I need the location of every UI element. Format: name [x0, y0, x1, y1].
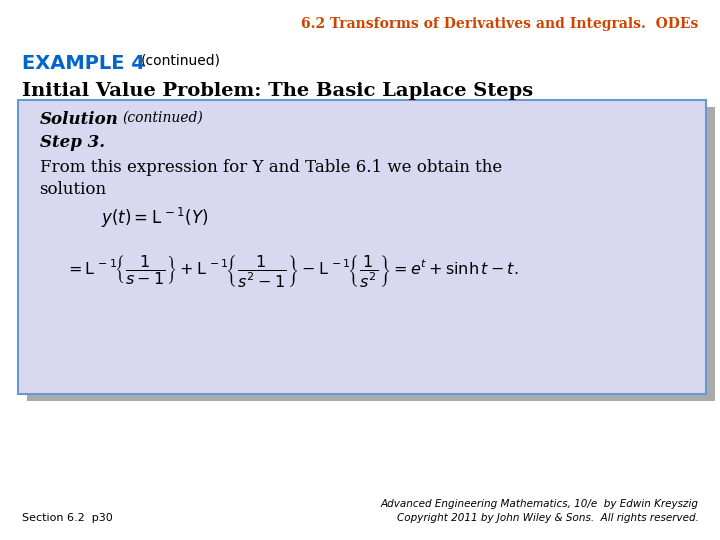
Text: (continued): (continued): [122, 111, 203, 125]
Text: $y(t) = \mathrm{L}^{\,-1}(Y)$: $y(t) = \mathrm{L}^{\,-1}(Y)$: [101, 206, 208, 231]
FancyBboxPatch shape: [18, 100, 706, 394]
Text: Section 6.2  p30: Section 6.2 p30: [22, 512, 112, 523]
Text: Advanced Engineering Mathematics, 10/e  by Edwin Kreyszig
Copyright 2011 by John: Advanced Engineering Mathematics, 10/e b…: [380, 499, 698, 523]
FancyBboxPatch shape: [27, 107, 715, 401]
Text: From this expression for Y and Table 6.1 we obtain the: From this expression for Y and Table 6.1…: [40, 159, 502, 176]
Text: EXAMPLE 4: EXAMPLE 4: [22, 54, 145, 73]
Text: 6.2 Transforms of Derivatives and Integrals.  ODEs: 6.2 Transforms of Derivatives and Integr…: [301, 17, 698, 31]
Text: Step 3.: Step 3.: [40, 134, 104, 151]
Text: solution: solution: [40, 181, 107, 198]
Text: (continued): (continued): [140, 54, 220, 68]
Text: $= \mathrm{L}^{\,-1}\!\left\{\dfrac{1}{s-1}\right\}+ \mathrm{L}^{\,-1}\!\left\{\: $= \mathrm{L}^{\,-1}\!\left\{\dfrac{1}{s…: [65, 253, 518, 289]
Text: Initial Value Problem: The Basic Laplace Steps: Initial Value Problem: The Basic Laplace…: [22, 82, 533, 100]
Text: Solution: Solution: [40, 111, 119, 127]
